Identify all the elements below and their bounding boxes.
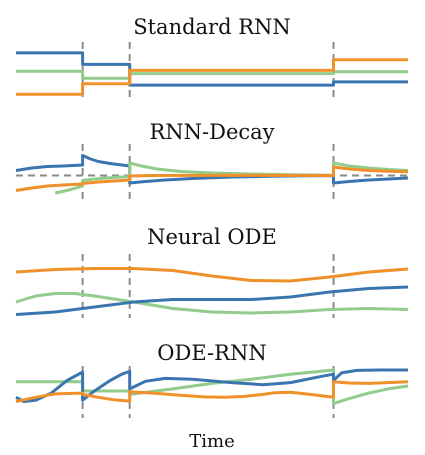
neural-ode-panel: Neural ODE <box>15 225 409 318</box>
series-line-1 <box>16 368 409 406</box>
panel-title-ode-rnn: ODE-RNN <box>157 341 266 365</box>
series-line-1 <box>15 267 409 283</box>
series-line-2 <box>54 161 409 195</box>
series-line-2 <box>15 292 409 315</box>
series-line-3 <box>15 165 409 192</box>
panel-curves <box>15 267 409 316</box>
x-axis-label: Time <box>189 431 234 452</box>
rnn-decay-panel: RNN-Decay <box>15 120 409 204</box>
standard-rnn-panel: Standard RNN <box>16 15 408 98</box>
series-line-2 <box>16 69 408 80</box>
panel-curves <box>16 51 408 96</box>
panel-curves <box>15 154 409 195</box>
series-line-3 <box>16 58 408 96</box>
series-line-1 <box>15 154 409 185</box>
series-line-3 <box>15 285 409 316</box>
panel-title-rnn-decay: RNN-Decay <box>149 120 274 144</box>
panel-title-standard-rnn: Standard RNN <box>133 15 291 39</box>
panel-title-neural-ode: Neural ODE <box>147 225 277 249</box>
panel-curves <box>15 368 409 406</box>
ode-rnn-panel: ODE-RNN <box>15 341 409 418</box>
observation-lines <box>81 254 335 318</box>
series-line-3 <box>15 380 409 403</box>
